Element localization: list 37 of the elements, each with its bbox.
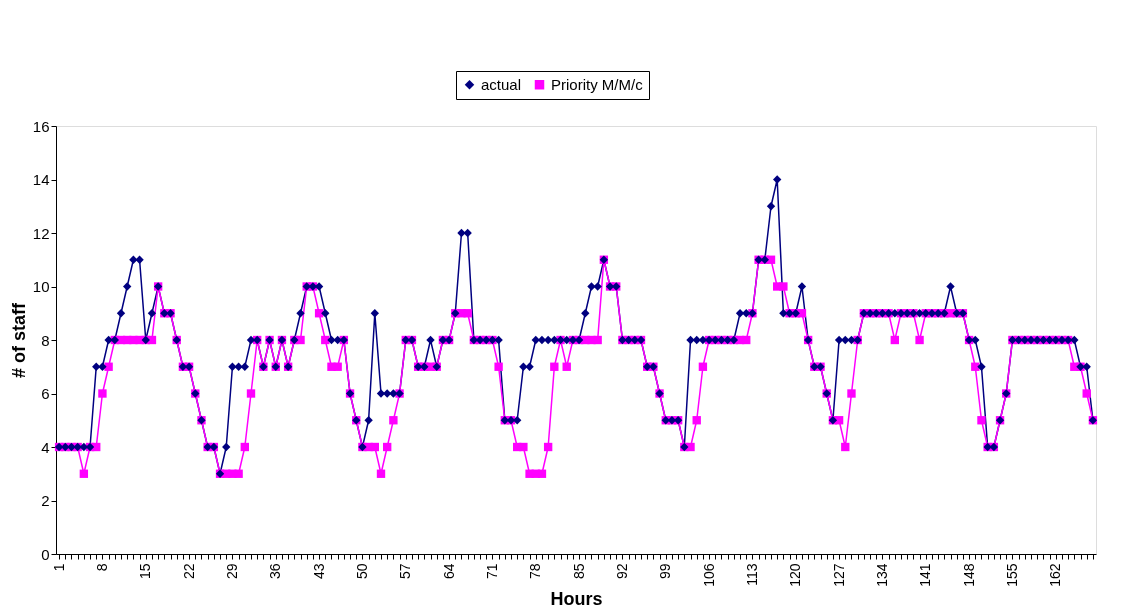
x-tick-label: 155 xyxy=(1003,563,1020,587)
y-tick-label: 12 xyxy=(32,224,50,242)
x-tick-label: 106 xyxy=(700,563,717,587)
x-tick-label: 148 xyxy=(960,563,977,587)
y-tick-label: 10 xyxy=(32,278,50,295)
x-tick-label: 78 xyxy=(527,563,544,580)
x-tick-label: 127 xyxy=(830,563,847,587)
y-axis-title: # of staff xyxy=(8,302,29,379)
x-tick-label: 22 xyxy=(180,563,197,580)
x-tick-label: 162 xyxy=(1047,563,1064,587)
x-tick-label: 15 xyxy=(137,563,154,580)
y-tick-label: 16 xyxy=(32,117,50,135)
x-tick-label: 71 xyxy=(483,563,500,580)
x-tick-label: 134 xyxy=(873,563,890,587)
y-tick-label: 14 xyxy=(32,171,50,188)
y-tick-label: 8 xyxy=(41,331,50,349)
y-tick-label: 0 xyxy=(41,545,50,563)
y-tick-label: 4 xyxy=(41,438,50,456)
y-tick-label: 6 xyxy=(41,385,50,402)
x-tick-label: 141 xyxy=(917,563,934,587)
x-tick-label: 85 xyxy=(570,563,587,580)
x-tick-label: 36 xyxy=(267,563,284,580)
x-tick-label: 92 xyxy=(613,563,630,580)
x-tick-label: 43 xyxy=(310,563,327,580)
x-tick-label: 57 xyxy=(397,563,414,580)
x-axis-title: Hours xyxy=(550,588,603,609)
x-tick-label: 120 xyxy=(787,563,804,587)
x-tick-label: 64 xyxy=(440,563,457,580)
x-tick-label: 99 xyxy=(657,563,674,580)
legend-label: Priority M/M/c xyxy=(551,75,644,93)
x-tick-label: 1 xyxy=(50,563,67,572)
x-tick-label: 50 xyxy=(353,563,370,580)
y-tick-label: 2 xyxy=(41,492,50,509)
x-tick-label: 8 xyxy=(93,563,110,572)
x-tick-label: 29 xyxy=(223,563,240,580)
x-tick-label: 113 xyxy=(743,563,760,586)
legend-label: actual xyxy=(481,75,522,93)
